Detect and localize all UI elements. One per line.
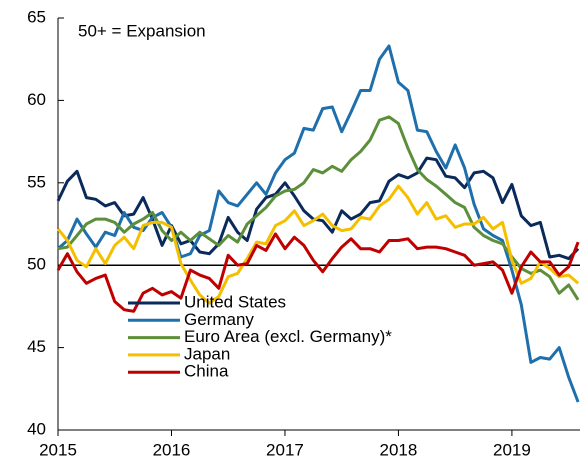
- series-line: [57, 44, 580, 403]
- series-line: [56, 232, 580, 313]
- y-tick-label: 60: [27, 90, 46, 109]
- y-tick-label: 40: [27, 419, 46, 438]
- y-tick-label: 45: [27, 337, 46, 356]
- series-line: [57, 115, 580, 301]
- x-tick-label: 2015: [39, 440, 77, 459]
- y-tick-label: 55: [27, 172, 46, 191]
- y-tick-label: 65: [27, 7, 46, 26]
- legend-label: United States: [184, 292, 286, 311]
- series-line: [56, 184, 580, 305]
- legend-label: Euro Area (excl. Germany)*: [184, 327, 392, 346]
- legend-label: Japan: [184, 344, 230, 363]
- y-tick-label: 50: [27, 255, 46, 274]
- x-tick-label: 2019: [493, 440, 531, 459]
- x-tick-label: 2017: [266, 440, 304, 459]
- series-line: [56, 156, 580, 261]
- x-tick-label: 2018: [380, 440, 418, 459]
- x-tick-label: 2016: [153, 440, 191, 459]
- annotation: 50+ = Expansion: [78, 21, 206, 40]
- legend-label: China: [184, 362, 229, 381]
- legend-label: Germany: [184, 310, 254, 329]
